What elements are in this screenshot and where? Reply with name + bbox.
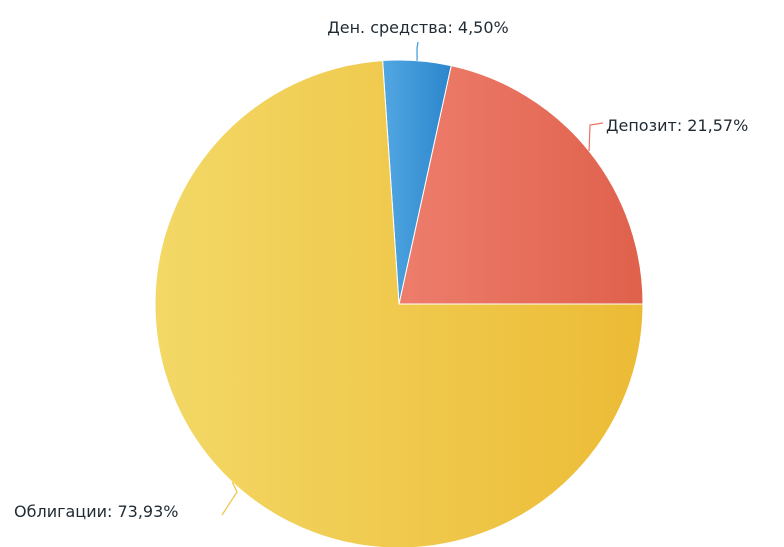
- pie-slice-deposit: [398, 65, 644, 305]
- leader-lines: [221, 41, 604, 516]
- pie-slices: [154, 59, 644, 547]
- leader-line-deposit: [588, 122, 604, 152]
- data-label-deposit: Депозит: 21,57%: [606, 116, 748, 135]
- data-labels: Депозит: 21,57% Ден. средства: 4,50% Обл…: [14, 18, 748, 521]
- leader-line-bonds: [221, 481, 238, 516]
- leader-line-cash: [416, 41, 419, 61]
- data-label-cash: Ден. средства: 4,50%: [327, 18, 509, 37]
- data-label-bonds: Облигации: 73,93%: [14, 502, 178, 521]
